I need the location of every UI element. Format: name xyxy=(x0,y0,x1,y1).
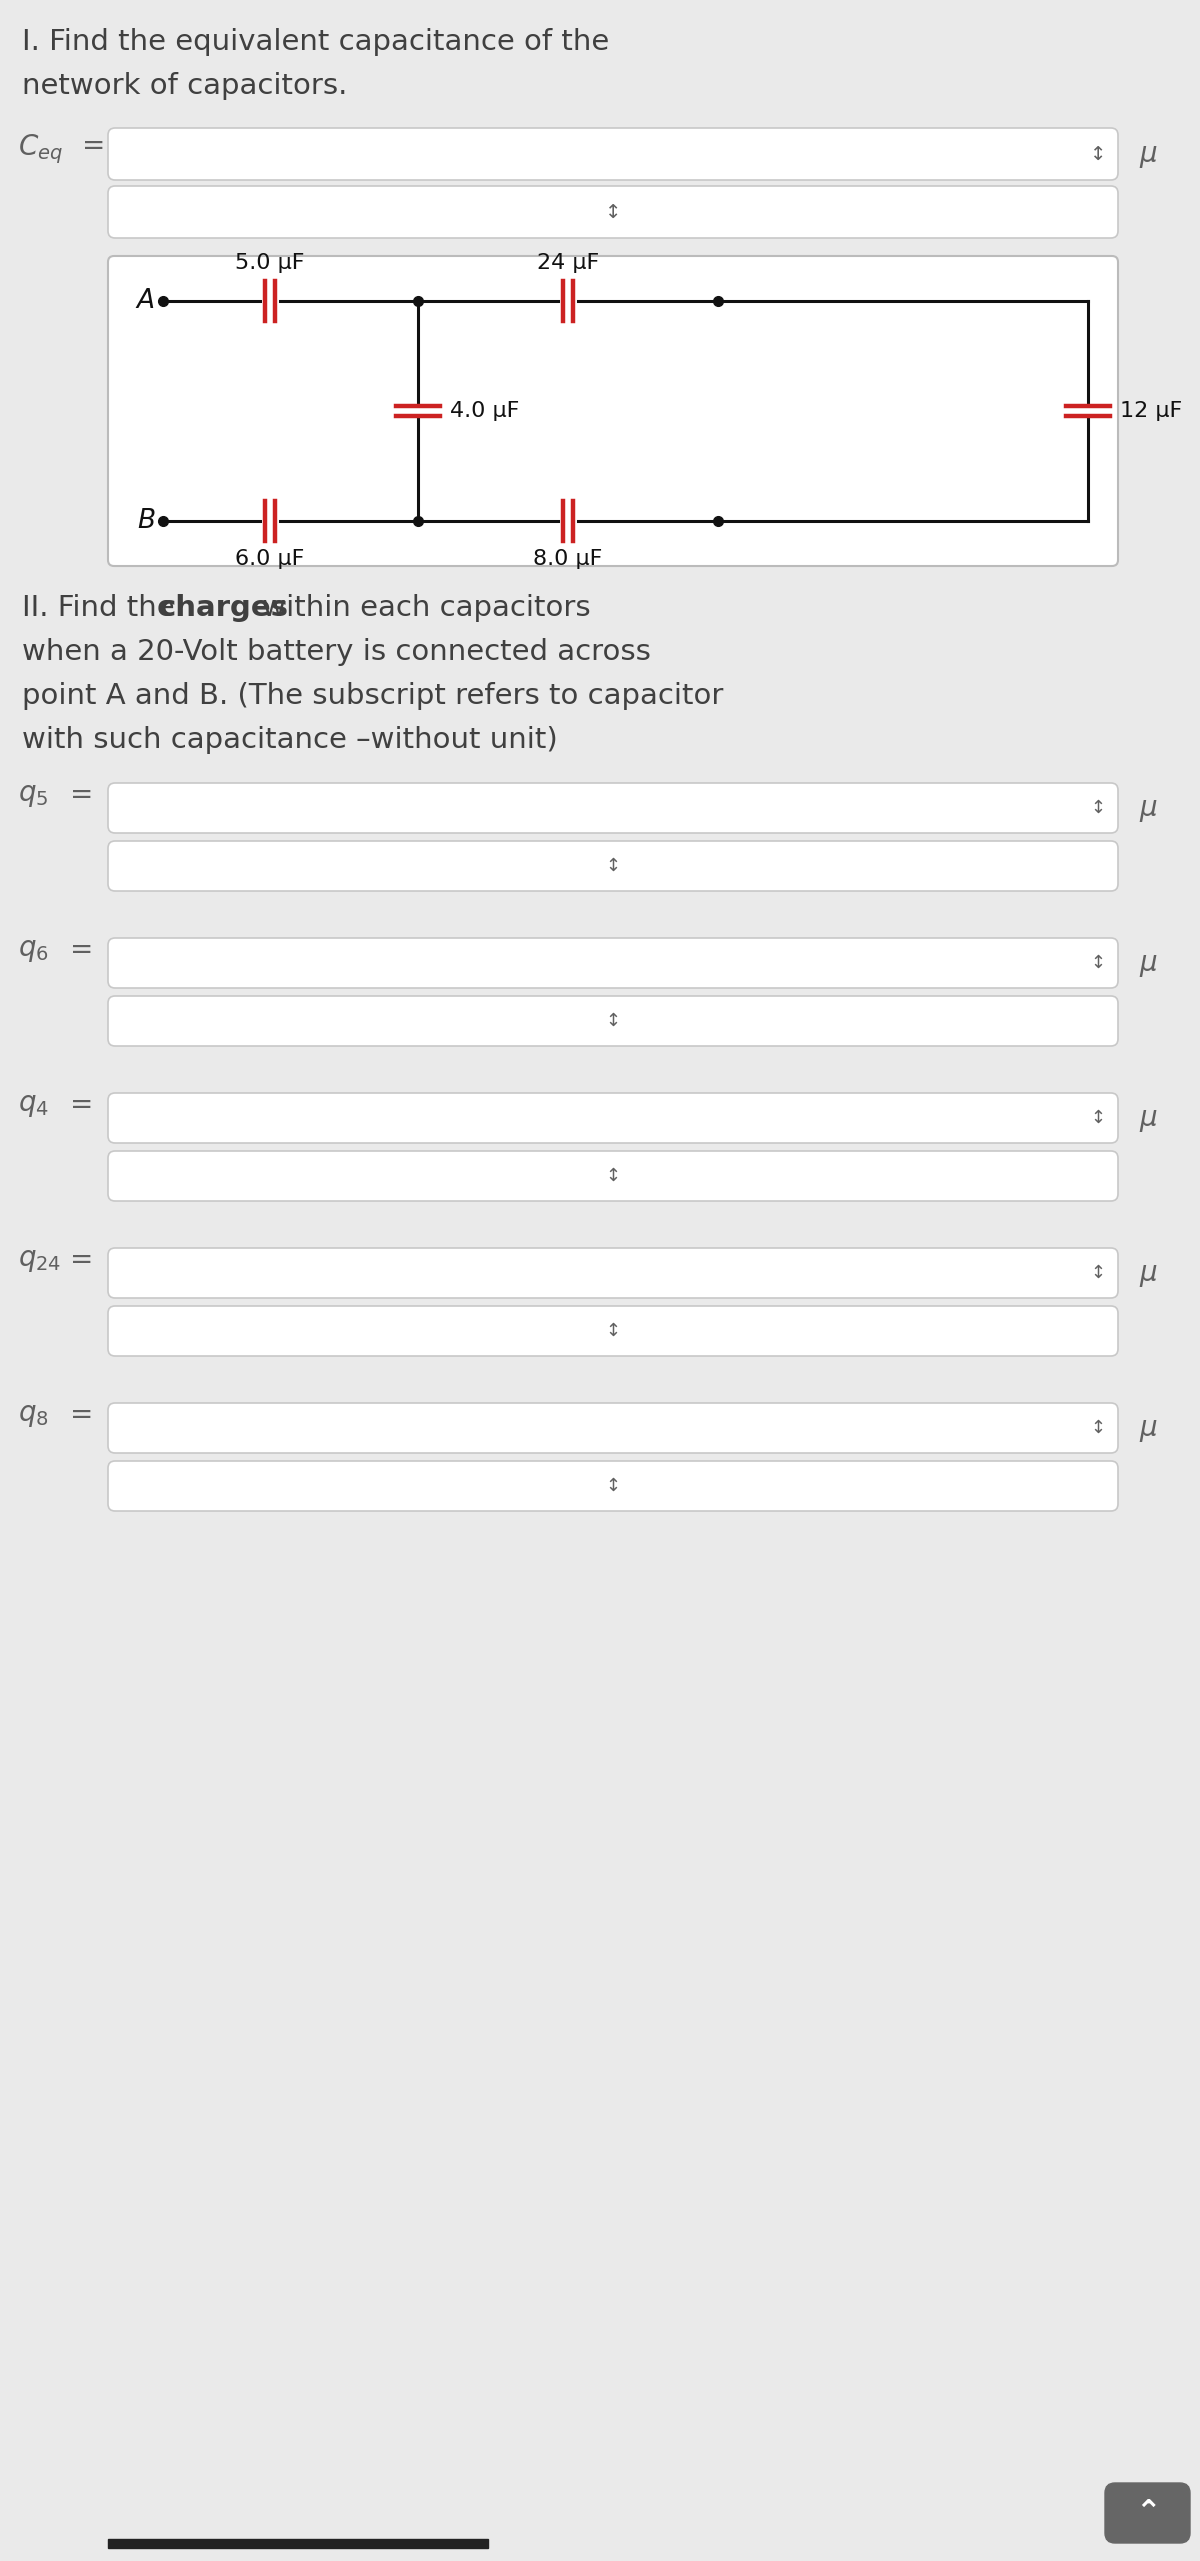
Text: =: = xyxy=(70,1401,94,1429)
Text: =: = xyxy=(82,133,106,159)
Text: 4.0 μF: 4.0 μF xyxy=(450,402,520,420)
Text: network of capacitors.: network of capacitors. xyxy=(22,72,347,100)
FancyBboxPatch shape xyxy=(108,937,1118,989)
Text: $q_{6}$: $q_{6}$ xyxy=(18,935,49,963)
FancyBboxPatch shape xyxy=(108,1403,1118,1452)
Text: ↕: ↕ xyxy=(605,202,622,220)
Text: ↕: ↕ xyxy=(1090,143,1106,164)
Text: $q_{4}$: $q_{4}$ xyxy=(18,1091,49,1119)
Text: μ: μ xyxy=(1139,794,1157,822)
Text: when a 20-Volt battery is connected across: when a 20-Volt battery is connected acro… xyxy=(22,638,650,666)
Text: point A and B. (The subscript refers to capacitor: point A and B. (The subscript refers to … xyxy=(22,681,724,709)
Text: $q_{24}$: $q_{24}$ xyxy=(18,1247,61,1273)
FancyBboxPatch shape xyxy=(108,256,1118,566)
Text: charges: charges xyxy=(158,594,288,622)
FancyBboxPatch shape xyxy=(108,1247,1118,1298)
Text: ↕: ↕ xyxy=(606,1012,620,1030)
FancyBboxPatch shape xyxy=(108,187,1118,238)
Text: μ: μ xyxy=(1139,1414,1157,1442)
Text: μ: μ xyxy=(1139,141,1157,169)
Text: I. Find the equivalent capacitance of the: I. Find the equivalent capacitance of th… xyxy=(22,28,610,56)
Text: ↕: ↕ xyxy=(606,1168,620,1186)
Text: 6.0 μF: 6.0 μF xyxy=(235,548,305,569)
Text: =: = xyxy=(70,781,94,809)
FancyBboxPatch shape xyxy=(108,1150,1118,1201)
FancyBboxPatch shape xyxy=(108,1306,1118,1355)
Text: $B$: $B$ xyxy=(137,507,155,535)
Text: $C_{eq}$: $C_{eq}$ xyxy=(18,133,62,166)
Text: =: = xyxy=(70,1091,94,1119)
Text: $q_{8}$: $q_{8}$ xyxy=(18,1401,49,1429)
Text: ↕: ↕ xyxy=(606,858,620,876)
Text: ↕: ↕ xyxy=(606,1321,620,1339)
Text: 8.0 μF: 8.0 μF xyxy=(533,548,602,569)
Text: μ: μ xyxy=(1139,1104,1157,1132)
Text: 12 μF: 12 μF xyxy=(1120,402,1182,420)
Text: ↕: ↕ xyxy=(1091,955,1105,973)
FancyBboxPatch shape xyxy=(108,996,1118,1045)
Text: within each capacitors: within each capacitors xyxy=(253,594,590,622)
FancyBboxPatch shape xyxy=(108,1460,1118,1511)
FancyBboxPatch shape xyxy=(108,1094,1118,1142)
Text: ↕: ↕ xyxy=(606,1478,620,1496)
Text: $A$: $A$ xyxy=(136,287,155,315)
FancyBboxPatch shape xyxy=(108,784,1118,832)
Text: ⌃: ⌃ xyxy=(1135,2500,1160,2528)
Text: ↕: ↕ xyxy=(1091,1265,1105,1283)
Text: =: = xyxy=(70,1247,94,1273)
FancyBboxPatch shape xyxy=(108,840,1118,891)
Text: 24 μF: 24 μF xyxy=(536,254,599,274)
Text: $q_{5}$: $q_{5}$ xyxy=(18,781,48,809)
Text: with such capacitance –without unit): with such capacitance –without unit) xyxy=(22,725,558,753)
FancyBboxPatch shape xyxy=(108,128,1118,179)
Text: ↕: ↕ xyxy=(1091,1419,1105,1437)
Text: =: = xyxy=(70,935,94,963)
Bar xyxy=(108,2538,488,2548)
Text: μ: μ xyxy=(1139,1260,1157,1288)
Text: 5.0 μF: 5.0 μF xyxy=(235,254,305,274)
Text: ↕: ↕ xyxy=(1091,1109,1105,1127)
Text: II. Find the: II. Find the xyxy=(22,594,184,622)
Text: μ: μ xyxy=(1139,950,1157,976)
FancyBboxPatch shape xyxy=(1105,2484,1190,2543)
Text: ↕: ↕ xyxy=(1091,799,1105,817)
